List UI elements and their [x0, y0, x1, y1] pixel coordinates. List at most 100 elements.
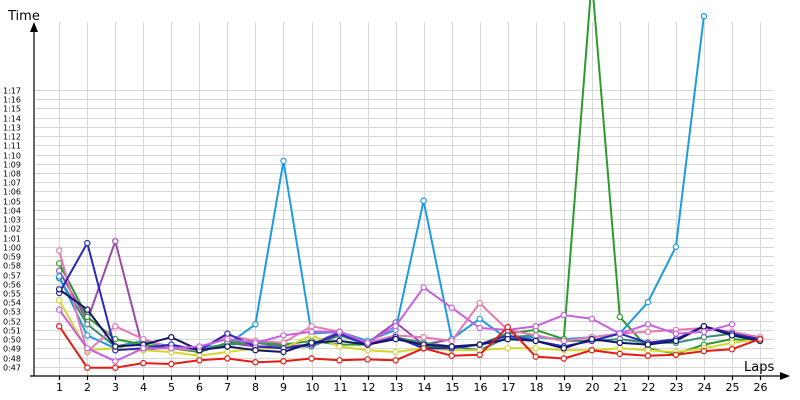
x-tick-label: 20 [586, 381, 600, 394]
series-line [58, 299, 761, 357]
data-point [252, 339, 259, 346]
data-point [588, 335, 596, 343]
data-point [280, 157, 287, 165]
y-tick-labels: 0:470:480:490:500:510:520:530:540:550:56… [3, 87, 21, 373]
data-point [504, 345, 511, 352]
data-point [112, 358, 119, 365]
series-line [58, 0, 761, 355]
data-point [308, 355, 315, 362]
data-point [84, 345, 91, 352]
data-point [420, 345, 427, 352]
x-tick-label: 8 [252, 381, 259, 394]
data-point [336, 337, 343, 345]
data-point [196, 343, 203, 350]
series-line [58, 325, 761, 369]
data-point [168, 360, 175, 368]
y-tick-label: 1:07 [3, 179, 21, 188]
data-point [336, 328, 343, 335]
x-tick-label: 24 [698, 381, 712, 394]
data-point [532, 345, 539, 352]
data-point [84, 306, 91, 313]
y-tick-label: 1:15 [3, 105, 21, 114]
data-point [168, 345, 175, 352]
x-tick-label: 5 [168, 381, 175, 394]
data-point [56, 297, 63, 304]
y-axis-arrow-icon [30, 22, 38, 32]
y-tick-label: 0:58 [3, 262, 21, 271]
data-point [56, 323, 63, 330]
data-point [560, 355, 568, 362]
data-point [448, 304, 455, 311]
data-point [644, 321, 652, 328]
data-point [644, 352, 652, 359]
data-point [448, 343, 455, 350]
x-tick-label: 7 [224, 381, 231, 394]
data-point [252, 321, 259, 328]
data-point [476, 341, 483, 348]
data-point [140, 345, 147, 352]
x-tick-label: 6 [196, 381, 203, 394]
x-axis-arrow-icon [780, 372, 790, 380]
series-lines [56, 0, 764, 371]
data-point [560, 337, 568, 345]
data-point [644, 341, 652, 348]
data-point [84, 313, 91, 321]
y-tick-label: 1:06 [3, 188, 21, 197]
y-tick-label: 0:53 [3, 308, 21, 317]
data-point [700, 334, 708, 341]
y-tick-label: 1:11 [3, 142, 21, 151]
data-point [616, 313, 624, 321]
data-point [476, 299, 483, 307]
data-point [644, 347, 652, 354]
data-point [672, 337, 680, 345]
data-point [280, 348, 287, 356]
data-point [252, 359, 259, 366]
x-tick-label: 1 [56, 381, 63, 394]
data-point [392, 348, 399, 356]
data-point [448, 352, 455, 359]
data-point [532, 337, 539, 345]
data-point [224, 330, 231, 337]
data-point [224, 335, 231, 343]
data-point [280, 358, 287, 365]
data-point [364, 339, 371, 346]
grid [34, 22, 774, 380]
data-point [504, 323, 511, 331]
data-point [756, 335, 764, 343]
data-point [56, 286, 63, 293]
y-tick-label: 0:49 [3, 345, 21, 354]
data-point [308, 339, 315, 346]
data-point [616, 345, 624, 352]
x-tick-label: 18 [530, 381, 544, 394]
data-point [700, 328, 708, 335]
x-tick-label: 2 [84, 381, 91, 394]
data-point [224, 355, 231, 362]
x-tick-label: 21 [614, 381, 628, 394]
x-tick-label: 10 [306, 381, 320, 394]
y-tick-label: 0:59 [3, 253, 21, 262]
data-point [364, 347, 371, 354]
data-point [728, 332, 736, 339]
y-tick-label: 1:02 [3, 225, 21, 234]
y-tick-label: 0:56 [3, 281, 21, 290]
y-tick-label: 1:12 [3, 133, 21, 142]
y-tick-label: 0:50 [3, 336, 21, 345]
y-tick-label: 0:48 [3, 355, 21, 364]
data-point [532, 323, 539, 330]
y-tick-label: 1:08 [3, 170, 21, 179]
y-tick-label: 1:05 [3, 198, 21, 207]
data-point [644, 299, 652, 306]
data-point [112, 238, 119, 245]
data-point [392, 335, 399, 343]
y-tick-label: 1:09 [3, 161, 21, 170]
y-tick-label: 1:03 [3, 216, 21, 225]
data-point [84, 239, 91, 247]
data-point [392, 357, 399, 364]
x-tick-labels: 1 2 3 4 5 6 7 8 9 10 11 12 13 14 15 16 17 18 19 20 21 22 23 24 2… [56, 381, 768, 394]
data-point [84, 364, 91, 371]
data-point [140, 359, 147, 367]
data-point [336, 343, 343, 350]
x-tick-label: 12 [362, 381, 376, 394]
